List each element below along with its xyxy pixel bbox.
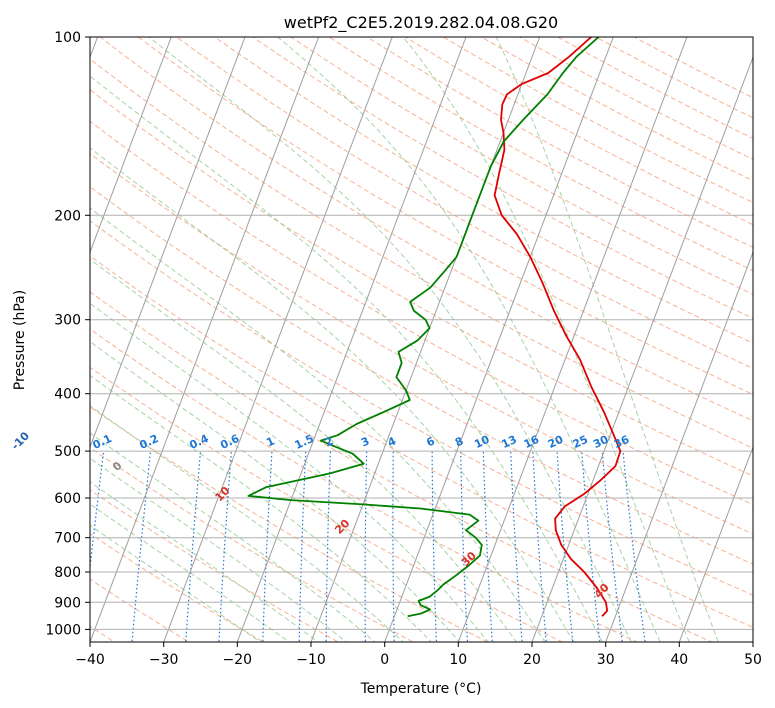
y-axis-title: Pressure (hPa) [12,290,28,390]
moist-adiabat-line [90,457,348,642]
moist-adiabat-line [90,524,262,642]
dry-adiabat-line [90,578,190,642]
mixing-ratio-line [581,451,601,642]
dry-adiabat-line [90,447,415,642]
moist-adiabat-line [148,37,632,642]
dry-adiabat-line [175,37,753,370]
mixing-ratio-line [392,451,395,642]
y-tick-label: 500 [54,444,81,460]
x-tick-label: 0 [380,652,389,668]
y-axis: 100 200 300 400 500 600 700 800 900 1000 [45,30,90,638]
moist-adiabat-line [90,405,404,642]
dry-adiabat-line [90,120,753,506]
x-tick-label: 10 [449,652,467,668]
y-tick-label: 1000 [45,622,81,638]
isoline-labels: 0.10.20.40.611.52346810131620253036-100-… [9,429,632,601]
mixing-ratio-label: 13 [500,433,519,451]
mixing-ratio-label: 16 [522,433,542,451]
mixing-ratio-label: 20 [546,433,566,451]
dry-adiabat-line [213,37,753,344]
mixing-ratio-label: 25 [571,433,590,451]
isotherm-line [605,250,753,642]
moist-adiabat-line [90,207,546,642]
x-tick-label: 40 [670,652,688,668]
mixing-ratio-line [556,451,574,642]
mixing-ratio-line [131,451,152,642]
dry-adiabat-line [90,255,753,628]
moist-adiabat-line [90,374,433,642]
isotherm-line [236,37,467,642]
x-axis-title: Temperature (°C) [360,681,482,697]
isotherm-line [90,37,320,642]
moist-adiabat-line [90,341,461,642]
x-tick-label: 30 [597,652,615,668]
isotherm-line [163,37,393,642]
y-tick-label: 300 [54,313,81,329]
y-tick-label: 600 [54,491,81,507]
dry-adiabat-line [90,58,753,449]
isotherm-line [457,37,688,642]
mixing-ratio-line [532,451,547,642]
isotherm-line [384,37,614,642]
dry-adiabat-line [90,220,753,596]
x-tick-label: −40 [75,652,105,668]
moist-adiabat-line [90,432,376,642]
moist-adiabat-line [90,258,518,642]
temperature-line [493,37,622,617]
dry-adiabat-line [90,291,713,642]
x-tick-label: −30 [149,652,179,668]
mixing-ratio-line [218,451,232,642]
dry-adiabat-line [90,533,265,642]
isotherm-line [90,37,172,254]
y-tick-label: 400 [54,387,81,403]
y-tick-label: 700 [54,531,81,547]
isotherm-line [90,37,246,449]
chart-title: wetPf2_C2E5.2019.282.04.08.G20 [284,13,558,33]
moist-adiabat-line [90,147,575,642]
x-tick-label: 50 [744,652,762,668]
background-lines [90,37,753,642]
dry-adiabat-line [90,89,753,477]
mixing-ratio-line [298,451,307,642]
x-tick-label: 20 [523,652,541,668]
x-axis: −40 −30 −20 −10 0 10 20 30 40 50 [75,642,762,668]
mixing-ratio-line [622,451,646,642]
mixing-ratio-line [482,451,493,642]
isotherm-line [310,37,541,642]
plot-frame [89,36,754,643]
mixing-ratio-label: 30 [591,433,611,451]
mixing-ratio-label: 36 [612,433,632,451]
y-tick-label: 800 [54,565,81,581]
x-tick-label: −10 [296,652,326,668]
moist-adiabat-line [90,503,290,642]
y-tick-label: 200 [54,208,81,224]
x-tick-label: −20 [223,652,253,668]
mixing-ratio-label: 10 [472,433,492,451]
mixing-ratio-line [325,451,332,642]
dewpoint-line [247,37,600,618]
mixing-ratio-line [601,451,624,642]
y-tick-label: 100 [54,30,81,46]
y-tick-label: 900 [54,595,81,611]
moist-adiabat-line [495,37,719,642]
isotherm-line [678,445,753,642]
dry-adiabat-line [90,328,639,642]
series-layer [247,37,622,618]
dry-adiabat-line [99,37,753,422]
dry-adiabat-line [90,366,564,642]
moist-adiabat-line [277,37,661,642]
moist-adiabat-line [90,75,603,642]
mixing-ratio-line [431,451,438,642]
isotherm-line [531,55,753,642]
mixing-ratio-line [262,451,273,642]
dry-adiabat-line [137,37,753,395]
